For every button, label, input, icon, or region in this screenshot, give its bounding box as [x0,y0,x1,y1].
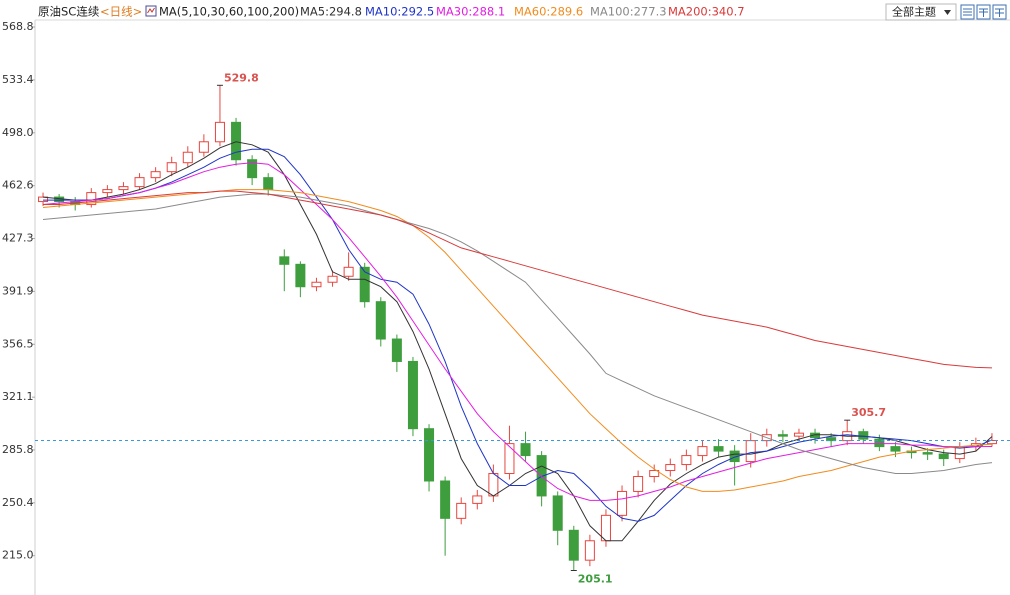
candle-body [182,151,193,164]
indicator-icon-glyph [147,7,155,14]
y-tick-label: 356.5 [2,337,34,350]
candle-body [134,177,145,188]
annotation-label: 529.8 [224,71,259,84]
candle-body [440,480,451,519]
y-tick-label: 285.8 [2,443,34,456]
candle-body [166,162,177,173]
candle-body [617,490,628,516]
annotation-label: 305.7 [851,406,886,419]
candle-body [890,446,901,452]
candle-body [86,192,97,206]
legend-entry: MA10:292.5 [365,5,434,19]
candle-body [536,455,547,497]
legend-entry: MA5:294.8 [300,5,362,19]
y-tick-label: 427.3 [2,231,34,244]
candle-body [424,428,435,482]
legend: MA5:294.8 MA10:292.5 MA30:288.1 MA60:289.6 M… [300,5,745,19]
candle-body [633,476,644,492]
candle-body [391,338,402,362]
candle-body [697,446,708,457]
y-tick-label: 321.1 [2,390,34,403]
ma-line [43,190,993,369]
candle-body [938,453,949,460]
y-tick-label: 568.8 [2,20,34,33]
candle-body [584,540,595,561]
candle-body [198,141,209,153]
candle-body [681,455,692,466]
y-tick-label: 215.0 [2,549,34,562]
candle-body [150,171,161,179]
y-tick-label: 391.9 [2,284,34,297]
candle-body [777,434,788,437]
annotation-label: 205.1 [578,572,613,585]
ma-line [42,193,993,474]
indicator-label: MA(5,10,30,60,100,200) [159,5,299,19]
candle-body [214,121,225,143]
period-label[interactable]: <日线> [100,5,142,19]
chart-title: 原油SC连续 [38,5,99,19]
legend-entry: MA30:288.1 [436,5,505,19]
candle-body [713,446,724,452]
candle-body [552,495,563,531]
theme-button[interactable] [885,3,957,21]
toolbar-icon-2-glyph [979,8,988,17]
candle-body [231,121,242,161]
candle-body [102,189,113,194]
candle-body [456,502,467,519]
y-tick-label: 498.0 [2,126,34,139]
legend-entry: MA200:340.7 [668,5,745,19]
candle-body [359,266,370,303]
y-tick-label: 250.4 [2,496,34,509]
candle-body [247,159,258,179]
theme-button-label[interactable]: 全部主题 [892,5,936,19]
ma-line [43,148,993,522]
candle-body [665,464,676,472]
candle-body [568,529,579,561]
y-tick-label: 533.4 [2,73,34,86]
y-tick-label: 462.6 [2,179,34,192]
candle-body [600,514,611,542]
candle-body [504,443,515,475]
candle-body [311,281,322,288]
ma-line [42,162,993,501]
ma-line [42,141,993,542]
toolbar-icon-1-glyph [963,8,972,16]
candle-body [295,263,306,288]
candle-body [874,438,885,448]
candle-body [826,437,837,442]
candle-body [922,452,933,455]
candle-body [327,275,338,283]
candle-body [649,470,660,478]
theme-button-arrow [944,10,951,15]
candle-body [472,495,483,504]
candle-body [118,186,129,191]
candle-body [263,177,274,191]
candle-body [745,440,756,463]
toolbar-icon-3-glyph [995,8,1004,17]
candle-body [520,443,531,457]
candle-body [793,432,804,437]
candle-body [488,473,499,497]
candle-body [375,301,386,340]
legend-entry: MA100:277.3 [590,5,667,19]
legend-entry: MA60:289.6 [514,5,583,19]
candle-body [343,266,354,277]
candle-body [279,256,290,265]
candle-body [407,360,418,430]
